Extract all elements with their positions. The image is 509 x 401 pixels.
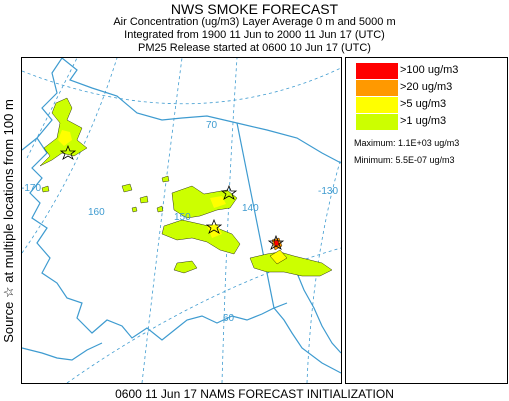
legend-label: >20 ug/m3	[400, 81, 453, 93]
map-title: NWS SMOKE FORECAST	[170, 1, 339, 17]
legend-label: >5 ug/m3	[400, 98, 447, 110]
smoke-plumes	[39, 97, 333, 277]
minimum-value: Minimum: 5.5E-07 ug/m3	[354, 155, 455, 165]
integration-period: Integrated from 1900 11 Jun to 2000 11 J…	[124, 29, 385, 41]
aleutian-chain	[22, 342, 103, 361]
plume-central-core	[210, 196, 226, 208]
legend-swatch	[356, 97, 398, 113]
coastline	[22, 58, 341, 374]
legend-label: >1 ug/m3	[400, 115, 447, 127]
meridian-140	[221, 58, 238, 383]
source-star-icon	[205, 218, 223, 234]
release-info: PM25 Release started at 0600 10 Jun 17 (…	[138, 42, 371, 54]
graticule	[22, 58, 341, 383]
concentration-subtitle: Air Concentration (ug/m3) Layer Average …	[113, 16, 396, 28]
grid-label-60: 60	[223, 313, 235, 324]
legend-swatch	[356, 63, 398, 79]
plume-scatter-4	[161, 175, 170, 183]
plume-central	[171, 185, 238, 219]
meridian-neg170	[26, 58, 78, 159]
grid-label-160: 160	[88, 207, 105, 218]
latitude-line-70	[22, 67, 341, 105]
source-label: Source ☆ at multiple locations from 100 …	[1, 99, 16, 343]
plume-southeast-core	[269, 249, 288, 265]
border-line	[236, 122, 288, 309]
grid-label-neg170: -170	[22, 183, 41, 194]
meridian-160	[22, 58, 118, 254]
plume-west-cluster	[121, 183, 133, 193]
grid-label-140: 140	[242, 203, 259, 214]
western-coast	[29, 58, 341, 374]
plume-scatter-2	[131, 206, 138, 213]
seward-peninsula	[22, 137, 38, 151]
plume-northwest-core	[58, 130, 72, 146]
map-canvas: 70 -170 160 150 140 -130 60	[22, 58, 341, 383]
legend-swatch	[356, 114, 398, 130]
forecast-initialization: 0600 11 Jun 17 NAMS FORECAST INITIALIZAT…	[115, 387, 394, 401]
grid-label-150: 150	[174, 212, 191, 223]
meridian-150	[141, 58, 183, 383]
meridian-neg130	[306, 157, 341, 383]
legend-swatch	[356, 80, 398, 96]
latitude-line-60	[66, 247, 341, 383]
plume-lower-left	[173, 260, 198, 274]
grid-label-neg130: -130	[318, 186, 338, 197]
plume-south-central	[161, 219, 241, 255]
source-markers	[59, 144, 285, 250]
arctic-coast	[61, 58, 341, 164]
source-star-icon	[267, 234, 285, 250]
grid-label-70: 70	[206, 120, 218, 131]
maximum-value: Maximum: 1.1E+03 ug/m3	[354, 138, 460, 148]
legend: >100 ug/m3 >20 ug/m3 >5 ug/m3 >1 ug/m3 M…	[345, 57, 508, 384]
legend-label: >100 ug/m3	[400, 64, 459, 76]
source-star-icon	[59, 144, 77, 160]
source-label-container: Source ☆ at multiple locations from 100 …	[1, 56, 17, 386]
plume-west-cluster-2	[139, 195, 149, 204]
plume-scatter-3	[41, 185, 50, 193]
plume-scatter-1	[156, 205, 164, 213]
source-star-icon	[220, 184, 238, 200]
smoke-map[interactable]: 70 -170 160 150 140 -130 60	[21, 57, 342, 384]
